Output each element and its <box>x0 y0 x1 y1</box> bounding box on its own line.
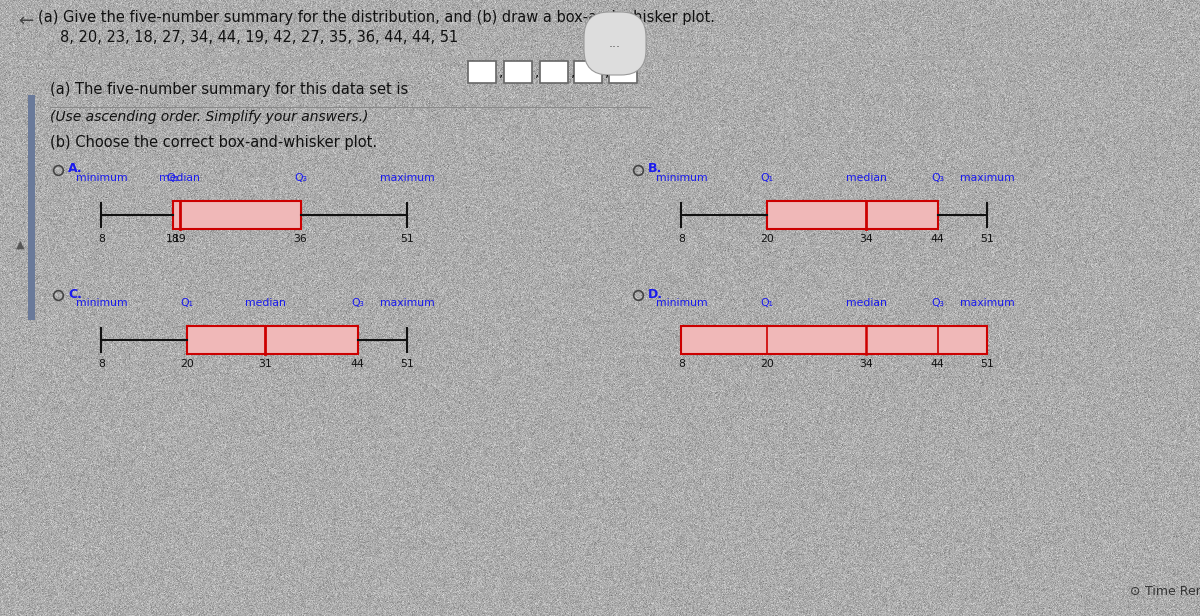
Text: 51: 51 <box>401 359 414 369</box>
Text: 8: 8 <box>98 234 104 244</box>
Text: ⊙: ⊙ <box>1130 585 1140 598</box>
Text: ▲: ▲ <box>16 240 24 250</box>
Bar <box>173 201 300 229</box>
Text: Q₁: Q₁ <box>761 298 773 308</box>
Bar <box>468 61 496 83</box>
Text: (b) Choose the correct box-and-whisker plot.: (b) Choose the correct box-and-whisker p… <box>50 135 377 150</box>
Text: Time Remaining: 01:17:37: Time Remaining: 01:17:37 <box>1145 585 1200 598</box>
Text: minimum: minimum <box>76 173 127 183</box>
Text: 36: 36 <box>294 234 307 244</box>
Text: 19: 19 <box>173 234 186 244</box>
Text: 44: 44 <box>931 234 944 244</box>
Text: ,: , <box>571 65 575 79</box>
Bar <box>767 201 937 229</box>
Text: (a) The five-number summary for this data set is: (a) The five-number summary for this dat… <box>50 82 408 97</box>
Text: Q₁: Q₁ <box>761 173 773 183</box>
Text: 51: 51 <box>980 359 994 369</box>
Bar <box>682 326 988 354</box>
Text: 51: 51 <box>401 234 414 244</box>
Text: 18: 18 <box>166 234 179 244</box>
Text: 51: 51 <box>980 234 994 244</box>
Text: 34: 34 <box>859 234 874 244</box>
Text: maximum: maximum <box>960 173 1015 183</box>
Bar <box>540 61 568 83</box>
Text: 34: 34 <box>859 359 874 369</box>
Text: A.: A. <box>68 163 83 176</box>
Bar <box>187 326 358 354</box>
Text: Q₁: Q₁ <box>180 298 193 308</box>
Text: median: median <box>245 298 286 308</box>
Text: maximum: maximum <box>380 298 434 308</box>
Text: (Use ascending order. Simplify your answers.): (Use ascending order. Simplify your answ… <box>50 110 368 124</box>
Text: median: median <box>846 298 887 308</box>
Text: 20: 20 <box>180 359 193 369</box>
Text: Q₃: Q₃ <box>352 298 364 308</box>
Bar <box>610 61 637 83</box>
Text: minimum: minimum <box>655 298 707 308</box>
Text: 8: 8 <box>678 234 685 244</box>
Text: 8: 8 <box>98 359 104 369</box>
Text: 20: 20 <box>760 234 774 244</box>
Text: Q₃: Q₃ <box>931 173 944 183</box>
Text: maximum: maximum <box>380 173 434 183</box>
Text: D.: D. <box>648 288 662 301</box>
Text: ...: ... <box>610 37 622 50</box>
Text: 8: 8 <box>678 359 685 369</box>
Text: ,: , <box>535 65 539 79</box>
Text: Q₃: Q₃ <box>294 173 307 183</box>
Text: 8, 20, 23, 18, 27, 34, 44, 19, 42, 27, 35, 36, 44, 44, 51: 8, 20, 23, 18, 27, 34, 44, 19, 42, 27, 3… <box>60 30 458 45</box>
Text: Q₃: Q₃ <box>931 298 944 308</box>
Bar <box>504 61 532 83</box>
Text: minimum: minimum <box>76 298 127 308</box>
Text: 31: 31 <box>258 359 272 369</box>
Text: median: median <box>846 173 887 183</box>
Text: median: median <box>160 173 200 183</box>
Text: ,: , <box>605 65 610 79</box>
Text: B.: B. <box>648 163 662 176</box>
Text: ,: , <box>499 65 503 79</box>
Bar <box>574 61 602 83</box>
Text: 20: 20 <box>760 359 774 369</box>
Text: ←: ← <box>18 12 34 30</box>
Bar <box>28 95 35 320</box>
Text: C.: C. <box>68 288 82 301</box>
Text: Q₁: Q₁ <box>166 173 179 183</box>
Text: maximum: maximum <box>960 298 1015 308</box>
Text: 44: 44 <box>350 359 365 369</box>
Text: (a) Give the five-number summary for the distribution, and (b) draw a box-and-wh: (a) Give the five-number summary for the… <box>38 10 715 25</box>
Text: minimum: minimum <box>655 173 707 183</box>
Text: 44: 44 <box>931 359 944 369</box>
